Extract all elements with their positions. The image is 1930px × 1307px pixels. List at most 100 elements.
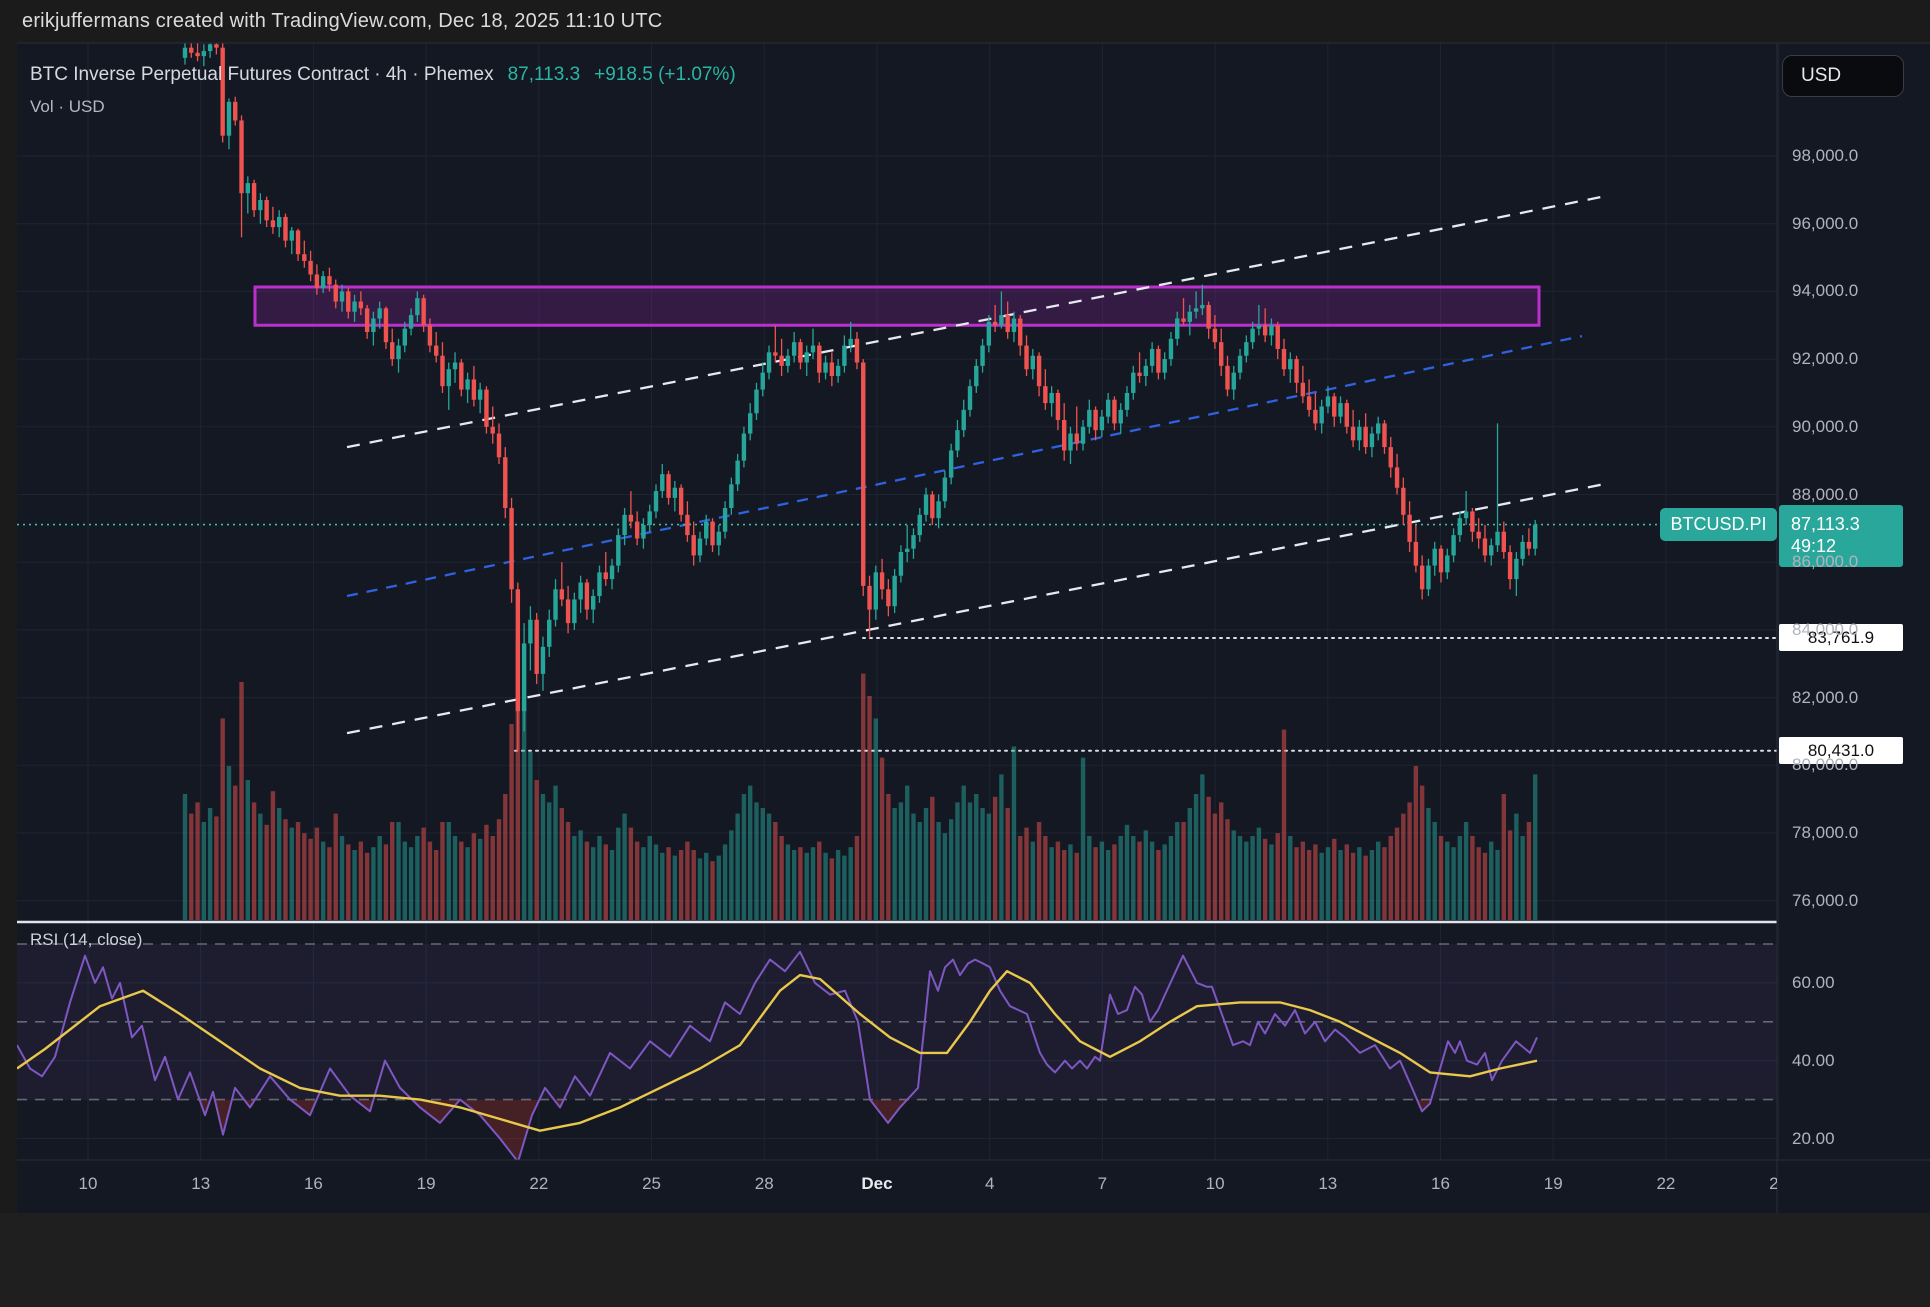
candle-body xyxy=(534,619,539,674)
candle-body xyxy=(1193,308,1199,312)
blue-trendline-1[interactable] xyxy=(346,334,1583,598)
candle-body xyxy=(1036,355,1042,387)
candle-body xyxy=(1457,518,1463,536)
candle-body xyxy=(666,474,671,498)
volume-bar xyxy=(1118,836,1123,920)
volume-bar xyxy=(214,816,219,920)
currency-toggle-button[interactable]: USD xyxy=(1782,55,1904,97)
volume-bar xyxy=(358,841,364,920)
candle-body xyxy=(1030,355,1035,370)
volume-bar xyxy=(1419,785,1425,920)
white-trendline-2[interactable] xyxy=(346,483,1604,735)
candle-body xyxy=(1137,372,1142,377)
volume-bar xyxy=(766,813,772,920)
volume-bar xyxy=(955,802,960,920)
candle-body xyxy=(195,52,200,57)
volume-bar xyxy=(302,833,307,920)
candle-body xyxy=(270,220,276,228)
candle-body xyxy=(1018,318,1023,346)
candle-body xyxy=(634,521,640,539)
candle-body xyxy=(251,183,257,211)
volume-bar xyxy=(515,640,521,920)
time-tick-label: 10 xyxy=(78,1174,98,1193)
volume-bar xyxy=(1369,850,1375,920)
volume-bar xyxy=(817,841,822,920)
volume-bar xyxy=(886,794,891,920)
candle-body xyxy=(295,230,301,255)
volume-bar xyxy=(823,852,828,920)
candle-body xyxy=(842,345,847,366)
rsi-indicator-label[interactable]: RSI (14, close) xyxy=(30,930,143,949)
candle-body xyxy=(547,619,552,647)
candle-body xyxy=(710,521,715,546)
candle-body xyxy=(226,101,232,136)
candle-body xyxy=(465,379,470,390)
volume-bar xyxy=(1093,847,1098,920)
symbol-title[interactable]: BTC Inverse Perpetual Futures Contract ·… xyxy=(30,64,494,85)
candle-body xyxy=(967,386,973,410)
candle-body xyxy=(1382,423,1387,448)
chart-legend[interactable]: BTC Inverse Perpetual Futures Contract ·… xyxy=(30,64,736,86)
candle-body xyxy=(245,183,250,194)
volume-bar xyxy=(201,822,207,920)
level-label-80431: 80,431.0 xyxy=(1779,737,1903,764)
candle-body xyxy=(829,362,835,377)
candle-body xyxy=(346,291,351,312)
volume-bar xyxy=(264,824,269,920)
volume-bar xyxy=(1193,794,1199,920)
volume-bar xyxy=(704,852,709,920)
volume-bar xyxy=(1219,802,1224,920)
candle-body xyxy=(678,487,684,515)
candle-body xyxy=(886,589,891,607)
candle-body xyxy=(873,572,878,610)
candle-body xyxy=(672,487,678,498)
volume-bar xyxy=(1482,852,1488,920)
candle-body xyxy=(704,521,709,539)
candle-body xyxy=(1463,511,1469,519)
volume-bar xyxy=(854,836,860,920)
volume-bar xyxy=(484,824,489,920)
candle-body xyxy=(697,538,703,556)
volume-bar xyxy=(754,802,759,920)
time-axis[interactable]: 10 13 16 19 22 25 28 Dec 4 7 10 13 16 19 22 25 xyxy=(0,1160,1777,1213)
time-tick-label: 10 xyxy=(1205,1174,1225,1193)
volume-bar xyxy=(1457,836,1463,920)
candle-body xyxy=(364,308,370,333)
volume-bar xyxy=(226,766,232,920)
supply-zone-box[interactable] xyxy=(253,285,1541,327)
candle-body xyxy=(898,552,904,576)
candle-body xyxy=(1300,382,1306,397)
volume-bar xyxy=(1514,813,1519,920)
candle-body xyxy=(854,338,860,363)
candle-body xyxy=(452,362,458,370)
candle-body xyxy=(415,298,420,316)
volume-bar xyxy=(1401,813,1406,920)
time-tick-label: 25 xyxy=(1769,1174,1777,1193)
price-tick-label: 98,000.0 xyxy=(1792,146,1859,165)
volume-bar xyxy=(798,847,803,920)
candle-body xyxy=(333,284,338,302)
volume-indicator-label[interactable]: Vol · USD xyxy=(30,97,105,116)
volume-bar xyxy=(1338,850,1343,920)
time-tick-label: 13 xyxy=(191,1174,211,1193)
volume-bar xyxy=(251,802,257,920)
volume-bar xyxy=(1407,802,1412,920)
price-line-symbol-tag[interactable]: BTCUSD.PI xyxy=(1660,508,1777,541)
volume-bar xyxy=(1376,841,1381,920)
candle-body xyxy=(484,389,489,427)
price-tick-label: 82,000.0 xyxy=(1792,687,1859,707)
white-trendline-1[interactable] xyxy=(346,195,1604,449)
candle-body xyxy=(773,352,778,356)
last-price-label: 87,113.3 49:12 xyxy=(1779,505,1903,567)
volume-bar xyxy=(760,808,765,920)
candle-body xyxy=(992,321,998,326)
rsi-line xyxy=(17,950,1538,1160)
volume-bar xyxy=(741,794,747,920)
volume-bar xyxy=(283,819,288,920)
volume-bar xyxy=(1489,841,1494,920)
volume-bar xyxy=(980,808,985,920)
volume-bar xyxy=(672,855,678,920)
volume-bar xyxy=(879,757,885,920)
volume-bar xyxy=(1149,841,1155,920)
